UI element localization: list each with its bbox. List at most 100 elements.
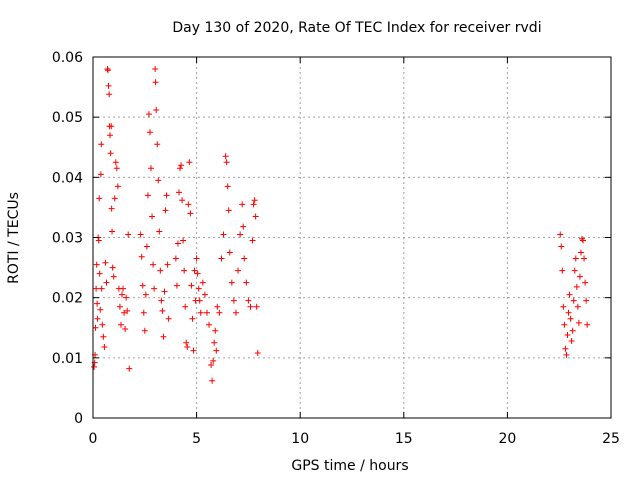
data-point	[254, 350, 261, 357]
data-point	[144, 192, 151, 199]
data-point	[158, 297, 165, 304]
data-point	[580, 237, 587, 244]
data-point	[251, 197, 258, 204]
data-point	[182, 303, 189, 310]
data-point	[97, 171, 104, 178]
data-point	[252, 213, 259, 220]
data-point	[573, 283, 580, 290]
data-point	[137, 231, 144, 238]
data-point	[109, 264, 116, 271]
data-point	[148, 165, 155, 172]
data-point	[557, 231, 564, 238]
data-point	[567, 315, 574, 322]
data-point	[159, 307, 166, 314]
data-point	[237, 231, 244, 238]
data-point	[581, 255, 588, 262]
data-point	[95, 237, 102, 244]
data-point	[96, 270, 103, 277]
data-point	[178, 162, 185, 169]
data-point	[114, 183, 121, 190]
data-point	[98, 285, 105, 292]
data-point	[222, 153, 229, 160]
data-point	[93, 261, 100, 268]
data-point	[194, 270, 201, 277]
data-point	[576, 273, 583, 280]
data-point	[138, 253, 145, 260]
data-point	[240, 223, 247, 230]
data-point	[183, 339, 190, 346]
data-point	[562, 345, 569, 352]
data-point	[565, 309, 572, 316]
data-point	[150, 261, 157, 268]
data-point	[560, 303, 567, 310]
data-point	[245, 297, 252, 304]
data-points	[91, 66, 591, 384]
x-tick-label: 10	[291, 431, 309, 447]
data-point	[220, 231, 227, 238]
data-point	[165, 315, 172, 322]
x-tick-label: 15	[395, 431, 413, 447]
data-point	[100, 333, 107, 340]
data-point	[232, 309, 239, 316]
data-point	[187, 210, 194, 217]
data-point	[185, 201, 192, 208]
data-point	[230, 297, 237, 304]
data-point	[139, 282, 146, 289]
data-point	[91, 363, 98, 370]
data-point	[153, 106, 160, 113]
data-point	[113, 165, 120, 172]
x-tick-label: 5	[192, 431, 201, 447]
data-point	[111, 195, 118, 202]
data-point	[239, 201, 246, 208]
data-point	[582, 279, 589, 286]
data-point	[203, 309, 210, 316]
data-point	[157, 267, 164, 274]
data-point	[199, 279, 206, 286]
data-point	[106, 91, 113, 98]
data-point	[121, 309, 128, 316]
data-point	[174, 240, 181, 247]
data-point	[575, 319, 582, 326]
data-point	[112, 159, 119, 166]
data-point	[184, 344, 191, 351]
data-point	[201, 291, 208, 298]
data-point	[161, 288, 168, 295]
data-point	[143, 243, 150, 250]
data-point	[559, 267, 566, 274]
y-tick-label: 0.06	[52, 50, 83, 66]
data-point	[209, 377, 216, 384]
data-point	[253, 303, 260, 310]
data-point	[151, 285, 158, 292]
data-point	[102, 259, 109, 266]
y-tick-label: 0.03	[52, 231, 83, 247]
data-point	[223, 159, 230, 166]
y-tick-label: 0	[74, 411, 83, 427]
data-point	[584, 321, 591, 328]
data-point	[195, 285, 202, 292]
data-point	[180, 237, 187, 244]
y-tick-label: 0.01	[52, 351, 83, 367]
data-point	[568, 337, 575, 344]
y-tick-label: 0.05	[52, 110, 83, 126]
y-tick-label: 0.04	[52, 170, 83, 186]
data-point	[175, 189, 182, 196]
data-point	[571, 267, 578, 274]
data-point	[218, 255, 225, 262]
data-point	[152, 79, 159, 86]
data-point	[122, 325, 129, 332]
grid-lines	[93, 57, 611, 418]
data-point	[142, 291, 149, 298]
data-point	[101, 344, 108, 351]
data-point	[179, 197, 186, 204]
data-point	[563, 351, 570, 358]
data-point	[214, 303, 221, 310]
data-point	[123, 294, 130, 301]
data-point	[241, 255, 248, 262]
data-point	[126, 365, 133, 372]
data-point	[98, 141, 105, 148]
data-point	[106, 132, 113, 139]
data-point	[224, 183, 231, 190]
data-point	[247, 303, 254, 310]
data-point	[125, 231, 132, 238]
